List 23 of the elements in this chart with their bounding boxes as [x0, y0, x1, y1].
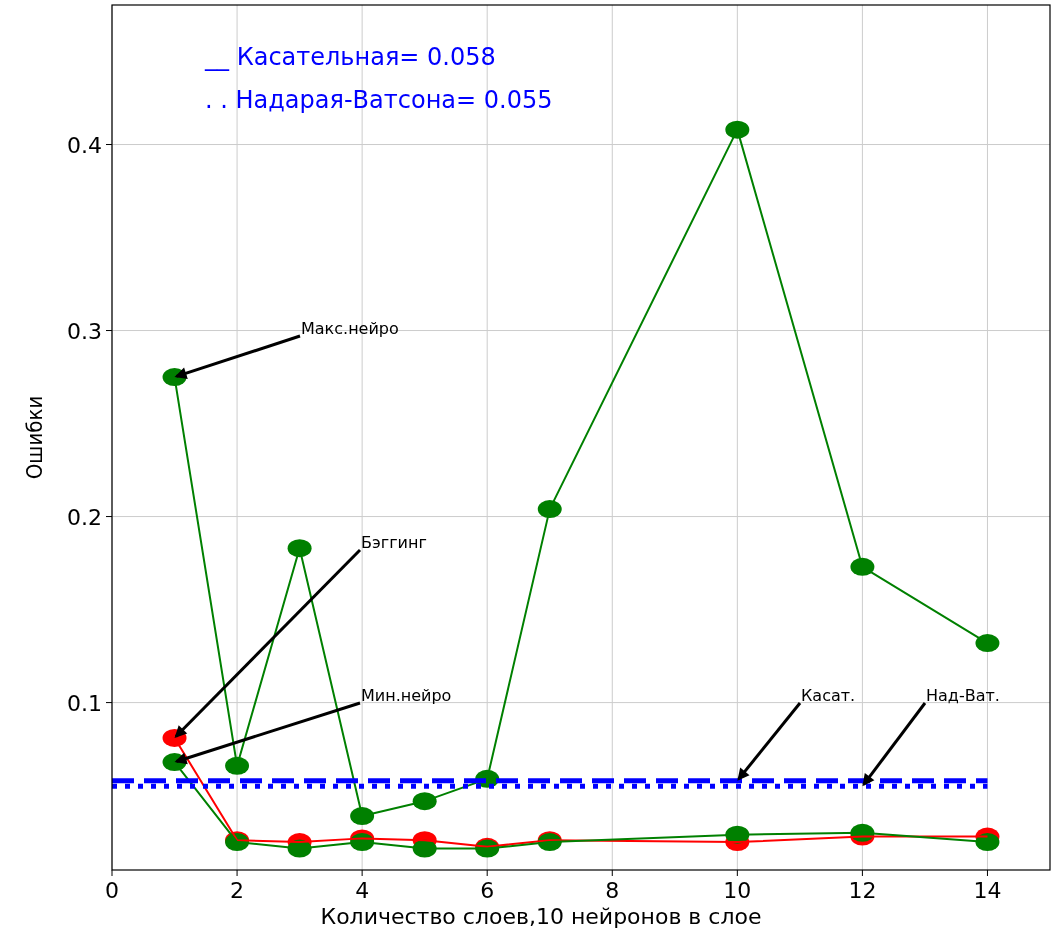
y-tick-label: 0.3: [67, 318, 102, 344]
x-tick-label: 8: [605, 878, 620, 903]
annotation: Макс.нейро: [301, 319, 399, 338]
annotation: Над-Ват.: [926, 686, 1000, 705]
point: [225, 756, 250, 775]
y-tick-label: 0.2: [67, 504, 102, 530]
annotation: __ Касательная= 0.058: [204, 43, 496, 71]
annotation: Бэггинг: [361, 533, 427, 552]
x-tick-label: 4: [355, 878, 370, 903]
x-tick-label: 12: [848, 878, 877, 903]
y-axis-title: Ошибки: [22, 395, 47, 480]
y-tick-label: 0.1: [67, 690, 102, 716]
annotation: Мин.нейро: [361, 686, 452, 705]
y-tick-label: 0.4: [67, 132, 102, 158]
x-tick-label: 2: [230, 878, 245, 903]
point: [975, 634, 1000, 653]
x-tick-label: 14: [973, 878, 1002, 903]
x-tick-label: 6: [480, 878, 495, 903]
x-axis-title: Количество слоев,10 нейронов в слое: [320, 904, 762, 929]
annotation: Касат.: [801, 686, 856, 705]
annotation: . . Надарая-Ватсона= 0.055: [205, 86, 553, 114]
x-tick-label: 10: [723, 878, 752, 903]
x-tick-label: 0: [105, 878, 119, 903]
